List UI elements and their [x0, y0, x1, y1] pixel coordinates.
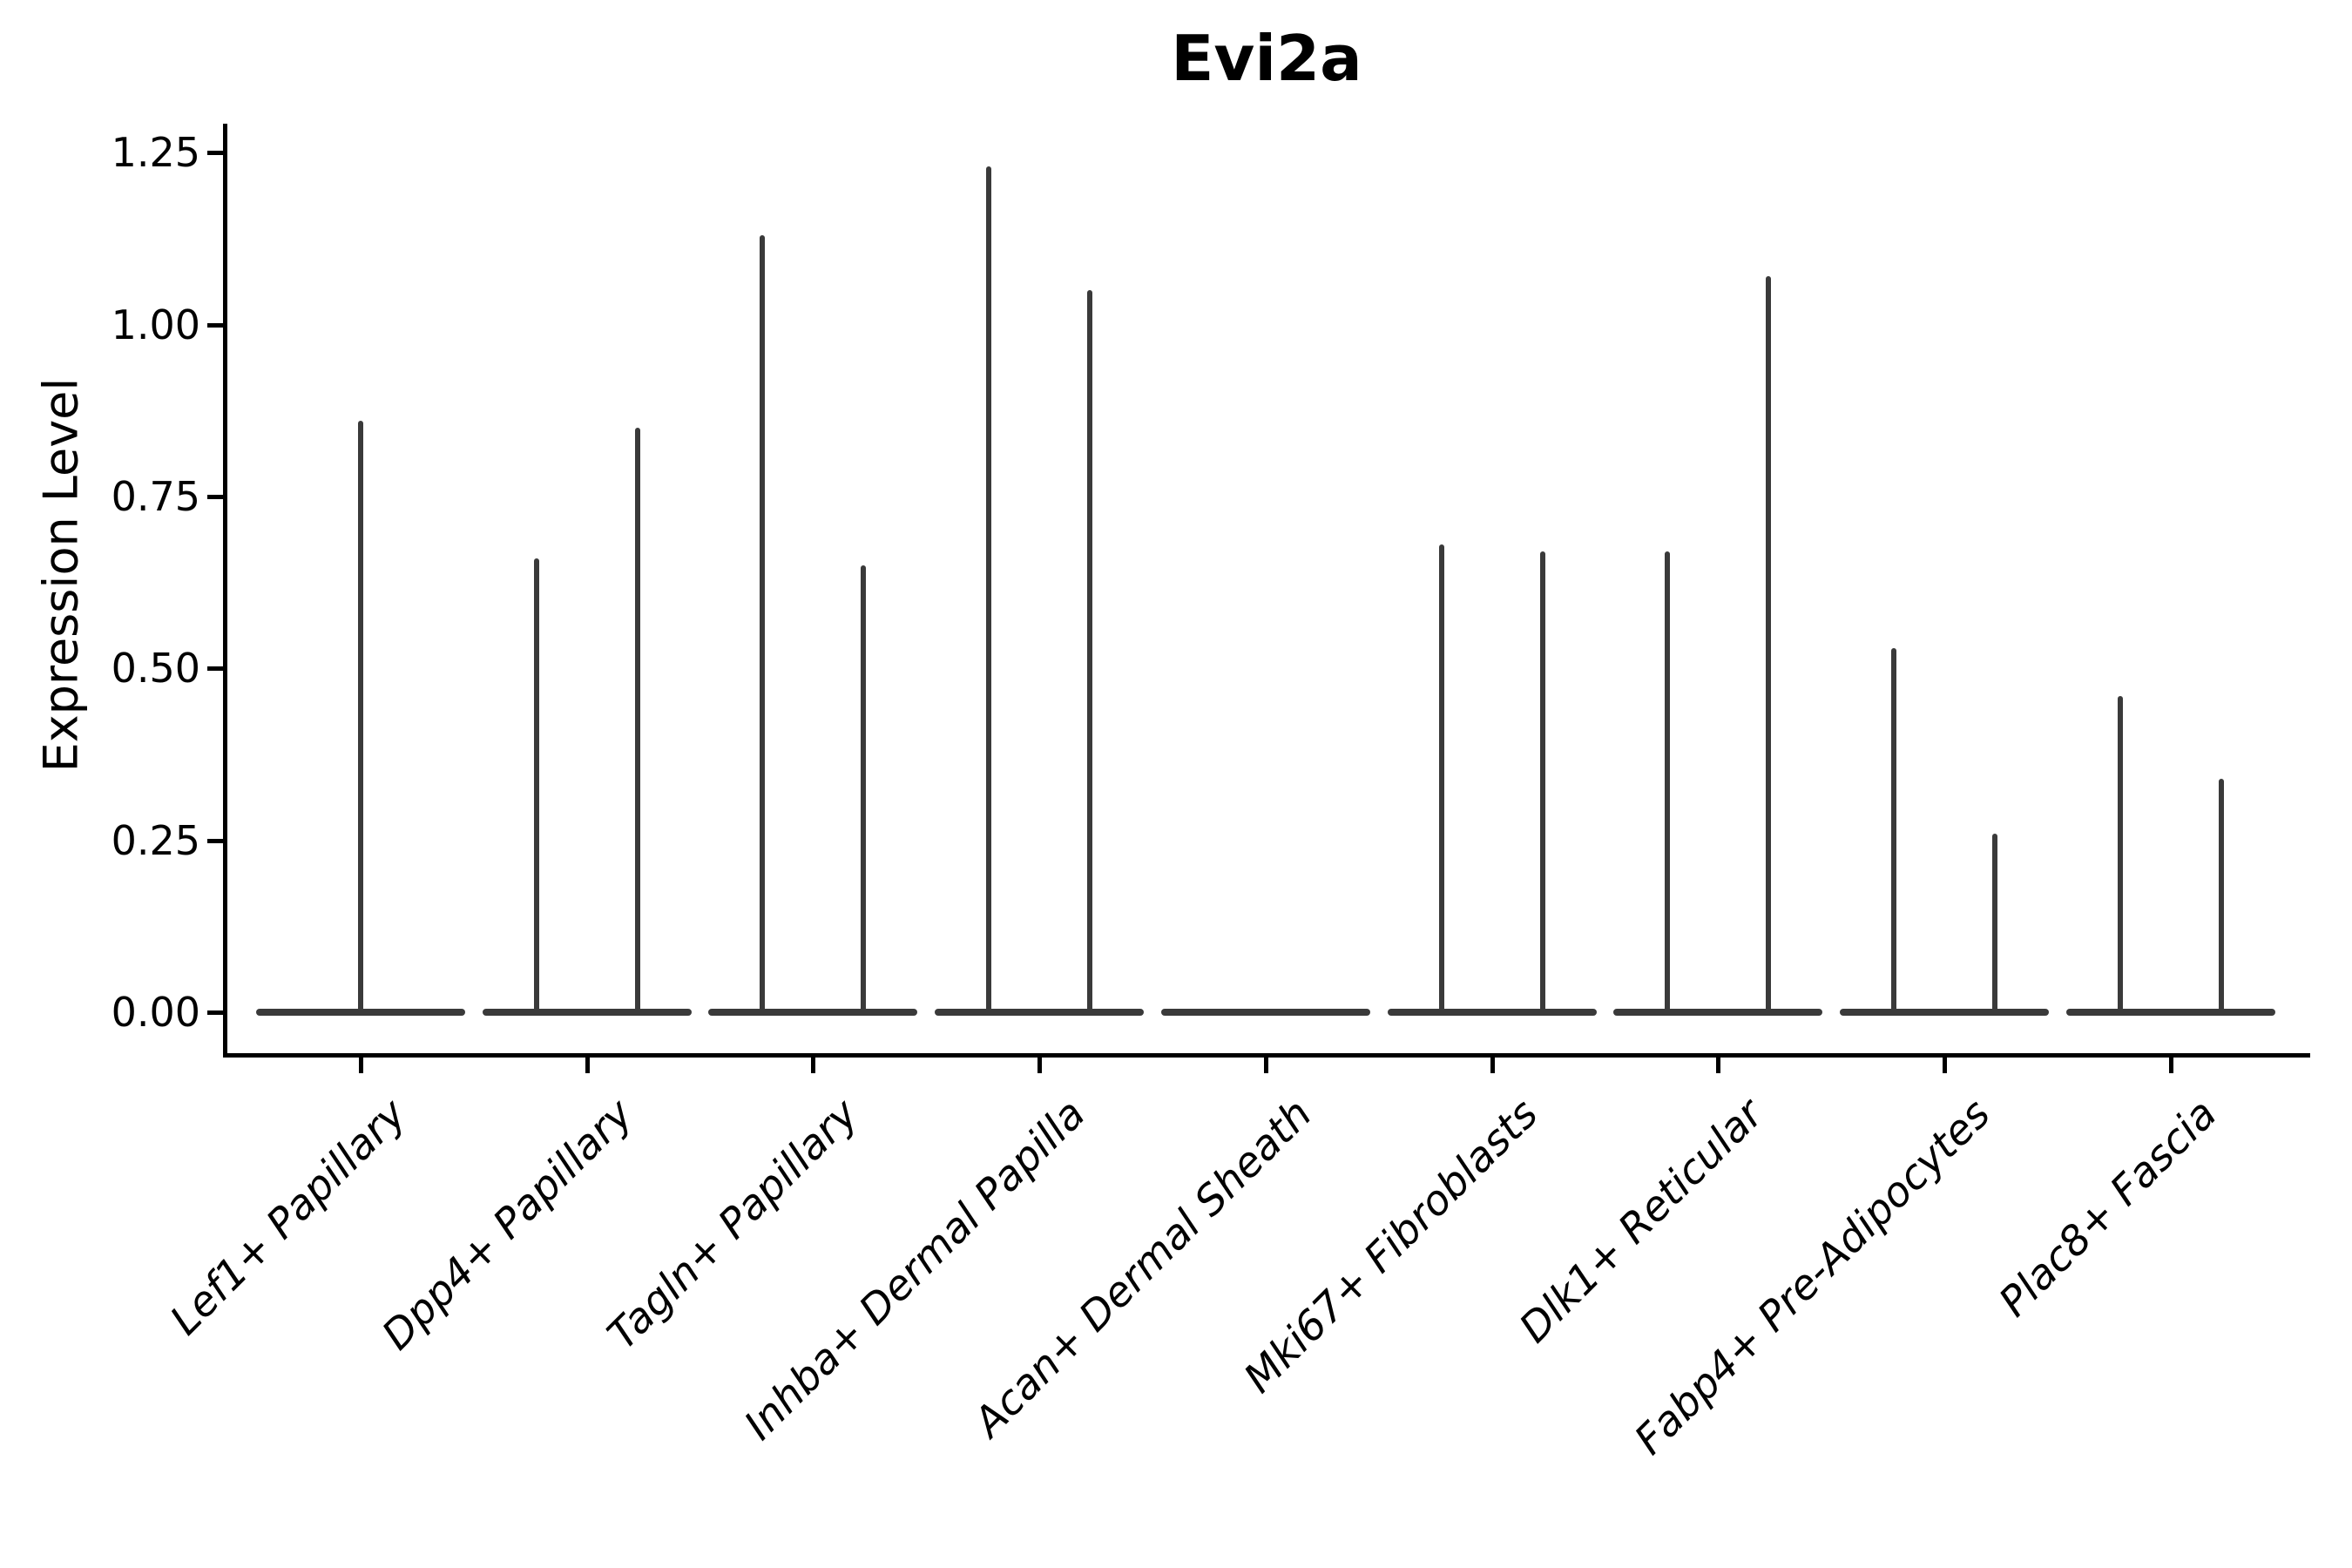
violin-spike: [1439, 544, 1444, 1016]
violin-baseline: [1388, 1009, 1597, 1016]
x-tick: [2169, 1058, 2173, 1073]
x-axis-line: [223, 1053, 2310, 1058]
violin-spike: [1087, 290, 1092, 1016]
x-tick-label-text: Dpp4+ Papillary: [373, 1090, 643, 1360]
y-tick: [207, 839, 223, 843]
y-axis-label: Expression Level: [33, 377, 89, 773]
x-tick: [359, 1058, 363, 1073]
violin-spike: [1540, 551, 1545, 1016]
y-tick-label: 0.25: [111, 817, 200, 864]
y-tick-label: 0.75: [111, 473, 200, 520]
violin-baseline: [1613, 1009, 1822, 1016]
violin-spike: [1992, 834, 1997, 1016]
violin-spike: [986, 166, 991, 1016]
x-tick-label-text: Plac8+ Fascia: [1990, 1090, 2227, 1327]
y-tick: [207, 1010, 223, 1015]
violin-spike: [1891, 648, 1896, 1016]
violin-baseline: [2066, 1009, 2275, 1016]
y-tick: [207, 323, 223, 328]
y-tick-label: 1.00: [111, 301, 200, 348]
x-tick: [1490, 1058, 1495, 1073]
violin-spike: [2118, 696, 2123, 1016]
violin-baseline: [483, 1009, 692, 1016]
y-tick-label: 0.50: [111, 645, 200, 692]
violin-spike: [534, 558, 539, 1016]
y-axis-line: [223, 124, 227, 1058]
x-tick: [1264, 1058, 1268, 1073]
violin-spike: [1766, 276, 1771, 1016]
y-tick: [207, 495, 223, 499]
violin-baseline: [1161, 1009, 1370, 1016]
x-tick-label-text: Lef1+ Papillary: [161, 1090, 416, 1345]
y-tick-label: 1.25: [111, 129, 200, 176]
x-tick: [1037, 1058, 1042, 1073]
violin-baseline: [1840, 1009, 2049, 1016]
violin-spike: [358, 421, 363, 1016]
x-tick-label-text: Dlk1+ Reticular: [1511, 1090, 1774, 1353]
x-tick: [1943, 1058, 1947, 1073]
y-tick-label: 0.00: [111, 989, 200, 1036]
plot-title: Evi2a: [1171, 22, 1362, 95]
x-tick: [585, 1058, 590, 1073]
violin-spike: [1665, 551, 1670, 1016]
x-tick: [811, 1058, 815, 1073]
violin-spike: [760, 235, 765, 1016]
violin-baseline: [708, 1009, 917, 1016]
violin-baseline: [935, 1009, 1144, 1016]
violin-spike: [861, 565, 866, 1016]
y-tick: [207, 151, 223, 155]
violin-spike: [635, 428, 640, 1016]
violin-spike: [2219, 779, 2224, 1016]
x-tick-label-text: Tagln+ Papillary: [598, 1090, 868, 1360]
x-tick: [1716, 1058, 1720, 1073]
y-tick: [207, 666, 223, 671]
